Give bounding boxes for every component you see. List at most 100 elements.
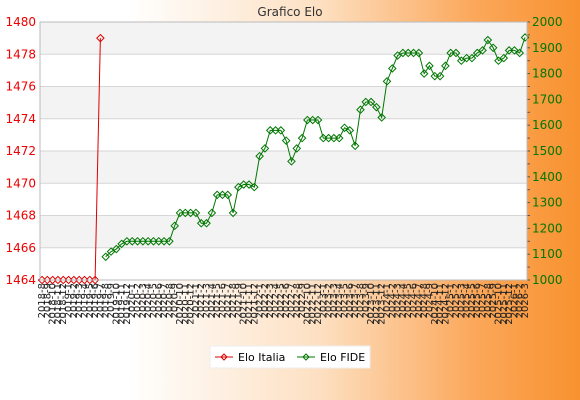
data-point-elo-fide bbox=[467, 53, 477, 63]
x-tick-label: 2018-12 bbox=[58, 283, 69, 325]
data-point-elo-fide bbox=[340, 123, 349, 133]
x-tick-label: 2025-4 bbox=[462, 283, 473, 318]
x-tick-label: 2018-11 bbox=[53, 283, 64, 325]
y-right-tick-label: 1400 bbox=[532, 170, 563, 184]
y-right-tick-label: 2000 bbox=[532, 15, 563, 29]
y-right-tick-label: 1200 bbox=[532, 221, 563, 235]
x-tick-label: 2022-7 bbox=[286, 283, 297, 318]
y-left-tick-label: 1480 bbox=[5, 15, 36, 29]
x-tick-label: 2019-7 bbox=[95, 283, 106, 318]
data-point-elo-fide bbox=[425, 61, 434, 71]
legend-item-elo-fide: Elo FIDE bbox=[297, 351, 365, 364]
data-point-elo-fide bbox=[287, 157, 296, 166]
x-tick-label: 2020-8 bbox=[164, 283, 175, 318]
x-tick-label: 2023-3 bbox=[329, 283, 340, 318]
data-point-elo-fide bbox=[388, 64, 397, 73]
x-tick-label: 2023-12 bbox=[377, 283, 388, 325]
data-point-elo-fide bbox=[478, 46, 487, 55]
data-point-elo-fide bbox=[510, 46, 519, 55]
x-tick-label: 2020-4 bbox=[143, 283, 154, 318]
x-tick-label: 2021-3 bbox=[202, 283, 213, 318]
data-point-elo-fide bbox=[419, 69, 429, 78]
x-tick-label: 2024-9 bbox=[424, 283, 435, 318]
data-point-elo-fide bbox=[414, 48, 424, 58]
legend-label-elo-italia: Elo Italia bbox=[238, 351, 285, 364]
x-tick-label: 2026-3 bbox=[520, 283, 531, 318]
x-tick-label: 2026-1 bbox=[509, 283, 520, 318]
x-tick-label: 2020-12 bbox=[186, 283, 197, 325]
data-point-elo-fide bbox=[382, 77, 392, 86]
data-point-elo-fide bbox=[377, 113, 386, 122]
x-tick-label: 2025-11 bbox=[499, 283, 510, 325]
x-tick-label: 2020-11 bbox=[180, 283, 191, 325]
data-point-elo-fide bbox=[366, 97, 376, 107]
x-tick-label: 2021-11 bbox=[244, 283, 255, 325]
x-tick-label: 2020-10 bbox=[175, 283, 186, 325]
data-point-elo-fide bbox=[334, 133, 344, 143]
legend-label-elo-fide: Elo FIDE bbox=[320, 351, 365, 364]
x-tick-label: 2019-3 bbox=[74, 283, 85, 318]
x-tick-label: 2023-9 bbox=[361, 283, 372, 318]
data-point-elo-fide bbox=[435, 71, 445, 81]
x-tick-label: 2020-9 bbox=[170, 283, 181, 318]
x-tick-label: 2019-5 bbox=[85, 283, 96, 318]
data-point-elo-italia bbox=[96, 33, 105, 43]
x-tick-label: 2025-12 bbox=[504, 283, 515, 325]
y-right-tick-label: 1300 bbox=[532, 196, 563, 210]
plot-border bbox=[39, 21, 528, 281]
y-left-tick-label: 1478 bbox=[5, 47, 36, 61]
x-tick-label: 2024-11 bbox=[435, 283, 446, 325]
x-tick-label: 2022-9 bbox=[297, 283, 308, 318]
x-tick-label: 2022-11 bbox=[308, 283, 319, 325]
x-tick-label: 2019-10 bbox=[111, 283, 122, 325]
x-tick-label: 2021-10 bbox=[239, 283, 250, 325]
x-tick-label: 2019-4 bbox=[79, 283, 90, 318]
data-point-elo-fide bbox=[281, 136, 291, 145]
x-tick-label: 2018-8 bbox=[37, 283, 48, 318]
x-tick-label: 2023-11 bbox=[371, 283, 382, 325]
x-tick-label: 2024-12 bbox=[440, 283, 451, 325]
x-tick-label: 2022-8 bbox=[292, 283, 303, 318]
data-point-elo-fide bbox=[441, 61, 450, 71]
x-tick-label: 2022-6 bbox=[281, 283, 292, 318]
x-tick-label: 2018-10 bbox=[48, 283, 59, 325]
x-tick-label: 2025-9 bbox=[488, 283, 499, 318]
data-point-elo-fide bbox=[276, 126, 286, 135]
y-left-tick-label: 1464 bbox=[5, 273, 36, 287]
y-left-tick-label: 1470 bbox=[5, 176, 36, 190]
data-point-elo-fide bbox=[244, 180, 254, 189]
x-tick-label: 2023-1 bbox=[318, 283, 329, 318]
grid-band bbox=[40, 215, 527, 248]
data-point-elo-fide bbox=[345, 126, 355, 135]
data-point-elo-fide bbox=[297, 133, 307, 143]
x-tick-label: 2023-7 bbox=[350, 283, 361, 318]
x-tick-label: 2023-2 bbox=[324, 283, 335, 318]
x-tick-label: 2021-7 bbox=[223, 283, 234, 318]
x-tick-label: 2024-6 bbox=[409, 283, 420, 318]
data-point-elo-fide bbox=[255, 151, 264, 161]
x-tick-label: 2024-4 bbox=[398, 283, 409, 318]
x-tick-label: 2019-6 bbox=[90, 283, 101, 318]
y-left-tick-label: 1474 bbox=[5, 112, 36, 126]
x-tick-label: 2024-5 bbox=[403, 283, 414, 318]
data-point-elo-fide bbox=[350, 141, 360, 151]
data-point-elo-fide bbox=[228, 208, 238, 218]
x-tick-label: 2020-2 bbox=[133, 283, 144, 318]
y-right-tick-label: 1900 bbox=[532, 41, 563, 55]
x-tick-label: 2019-1 bbox=[64, 283, 75, 318]
data-point-elo-fide bbox=[101, 252, 110, 262]
legend-box bbox=[209, 345, 371, 369]
data-point-elo-fide bbox=[165, 236, 174, 246]
y-right-tick-label: 1600 bbox=[532, 118, 563, 132]
x-tick-label: 2023-5 bbox=[340, 283, 351, 318]
data-point-elo-italia bbox=[90, 275, 100, 285]
x-tick-label: 2025-10 bbox=[493, 283, 504, 325]
y-right-tick-label: 1800 bbox=[532, 67, 563, 81]
y-right-tick-label: 1700 bbox=[532, 92, 563, 106]
x-tick-label: 2021-1 bbox=[191, 283, 202, 318]
data-point-elo-fide bbox=[313, 115, 323, 125]
data-point-elo-fide bbox=[207, 208, 217, 218]
legend-item-elo-italia: Elo Italia bbox=[215, 351, 285, 364]
x-tick-label: 2022-4 bbox=[271, 283, 282, 318]
